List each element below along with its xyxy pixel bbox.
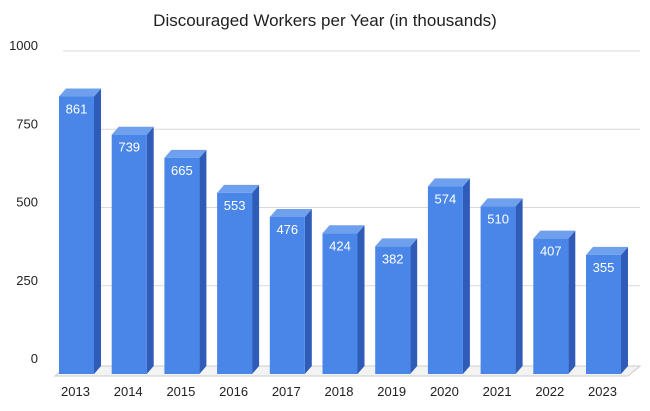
x-tick-label: 2014 [114, 384, 143, 399]
data-label: 665 [171, 163, 193, 178]
bar-top [533, 230, 576, 239]
bar: 861 [59, 88, 101, 374]
x-tick-label: 2023 [588, 384, 617, 399]
chart-title: Discouraged Workers per Year (in thousan… [153, 11, 497, 30]
x-tick-label: 2016 [219, 384, 248, 399]
x-tick-label: 2022 [535, 384, 564, 399]
bar-top [322, 225, 365, 234]
bar-front [427, 186, 463, 374]
x-tick-label: 2017 [272, 384, 301, 399]
bar: 553 [217, 184, 260, 374]
bar: 574 [427, 178, 470, 374]
data-label: 553 [224, 198, 246, 213]
y-tick-label: 250 [16, 273, 38, 288]
bar: 407 [533, 230, 576, 374]
bar-side [146, 126, 154, 375]
bar: 382 [375, 238, 418, 374]
y-tick-label: 750 [16, 116, 38, 131]
y-tick-label: 0 [31, 351, 38, 366]
bar-top [164, 149, 207, 158]
data-label: 574 [435, 191, 457, 206]
bar-side [621, 246, 628, 374]
data-label: 510 [487, 211, 509, 226]
bar-side [252, 184, 260, 374]
bar: 476 [269, 209, 312, 374]
x-tick-label: 2019 [377, 384, 406, 399]
bar-top [217, 184, 260, 193]
bar-top [480, 198, 523, 207]
bar-front [111, 134, 147, 374]
y-tick-label: 1000 [9, 38, 38, 53]
data-label: 424 [329, 238, 351, 253]
bar-side [515, 198, 523, 374]
bar-top [269, 209, 312, 218]
bar-top [375, 238, 418, 247]
x-tick-label: 2015 [166, 384, 195, 399]
bar-top [586, 246, 628, 255]
bar-side [462, 178, 470, 374]
bar-front [375, 246, 411, 374]
y-tick-label: 500 [16, 195, 38, 210]
bar-front [322, 233, 358, 374]
bar: 665 [164, 149, 207, 374]
bar: 510 [480, 198, 523, 374]
bar: 739 [111, 126, 154, 375]
x-tick-label: 2020 [430, 384, 459, 399]
bar-side [410, 238, 418, 374]
data-label: 407 [540, 244, 562, 259]
bar-top [427, 178, 470, 187]
bar-side [568, 230, 576, 374]
x-tick-label: 2018 [325, 384, 354, 399]
bar: 355 [586, 246, 628, 374]
bar-front [269, 217, 305, 374]
bar-front [217, 192, 253, 374]
x-tick-label: 2013 [61, 384, 90, 399]
bar-top [111, 126, 154, 135]
bar-side [357, 225, 365, 374]
bar-side [94, 88, 101, 374]
y-axis: 0 250 500 750 1000 [9, 38, 38, 366]
bar-front [533, 238, 569, 374]
bar-top [59, 88, 101, 97]
data-label: 476 [276, 222, 298, 237]
x-tick-label: 2021 [483, 384, 512, 399]
bar-side [199, 149, 207, 374]
x-axis: 2013 2014 2015 2016 2017 2018 2019 2020 2021 2022… [61, 384, 617, 399]
bar-front [59, 96, 94, 374]
data-label: 861 [66, 102, 88, 117]
data-label: 355 [593, 260, 615, 275]
bar-front [586, 254, 621, 374]
bar-side [304, 209, 312, 374]
bar-front [480, 206, 516, 374]
bars: 861 739 665 553 476 424 382 574 510 407 355 [59, 88, 628, 375]
bar: 424 [322, 225, 365, 374]
data-label: 739 [118, 140, 140, 155]
data-label: 382 [382, 251, 404, 266]
bar-front [164, 157, 200, 374]
